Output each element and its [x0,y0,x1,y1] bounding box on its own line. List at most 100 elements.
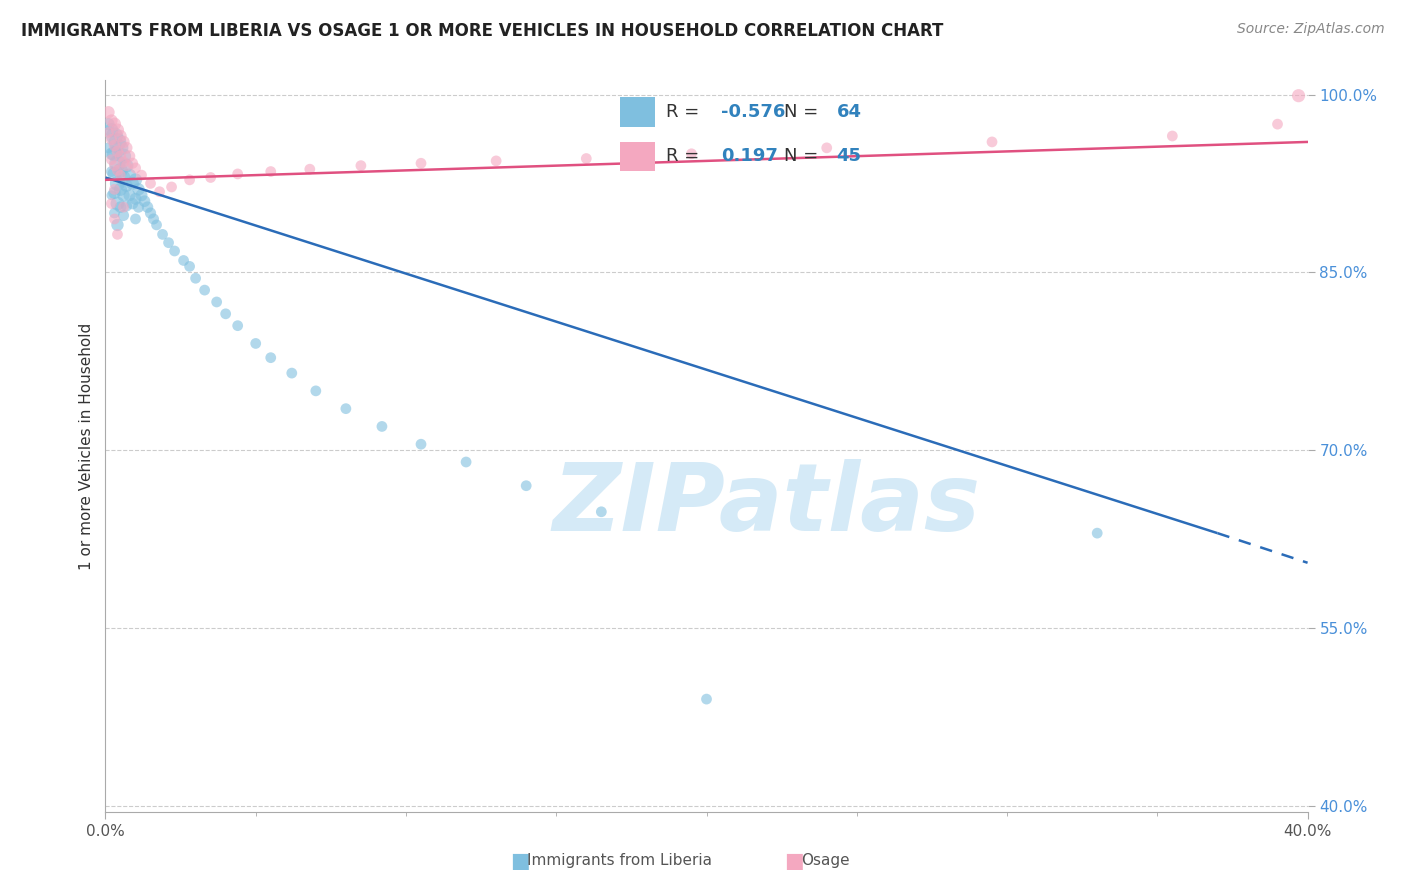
Point [112,149,135,163]
Point [107,123,129,137]
Point [128,182,150,196]
Point [1161,128,1184,143]
Point [298,162,321,177]
Point [981,135,1004,149]
Point [121,177,143,191]
Point [107,177,129,191]
Y-axis label: 1 or more Vehicles in Household: 1 or more Vehicles in Household [79,322,94,570]
Point [97,117,120,131]
Text: ■: ■ [785,851,804,871]
Point [110,182,132,196]
Point [1085,526,1108,541]
Point [124,161,146,175]
Point [575,152,598,166]
Point [245,336,267,351]
Point [179,173,201,187]
Point [100,123,122,137]
Point [515,479,537,493]
Point [103,167,125,181]
Text: N =: N = [785,103,824,121]
Point [1288,88,1310,103]
Text: R =: R = [666,147,706,165]
Point [157,235,180,250]
Point [107,156,129,170]
Point [118,168,141,182]
Point [485,153,508,168]
Point [335,401,357,416]
Point [173,253,195,268]
Text: -0.576: -0.576 [721,103,786,121]
Point [110,149,132,163]
Text: Osage: Osage [801,854,851,868]
Point [115,178,138,193]
Text: 45: 45 [837,147,862,165]
Point [124,192,146,206]
Point [1267,117,1289,131]
Point [118,149,141,163]
Point [110,141,132,155]
Point [226,318,249,333]
Point [179,260,201,274]
Point [281,366,304,380]
Point [194,283,217,297]
Point [100,113,122,128]
Point [100,164,122,178]
Text: 64: 64 [837,103,862,121]
Point [115,199,138,213]
Text: IMMIGRANTS FROM LIBERIA VS OSAGE 1 OR MORE VEHICLES IN HOUSEHOLD CORRELATION CHA: IMMIGRANTS FROM LIBERIA VS OSAGE 1 OR MO… [21,22,943,40]
Point [112,155,135,169]
Point [107,218,129,232]
Point [131,168,153,182]
Point [454,455,477,469]
Point [97,141,120,155]
Point [200,170,222,185]
Point [152,227,174,242]
Point [205,295,228,310]
Point [160,180,183,194]
Point [815,141,838,155]
Point [97,125,120,139]
Point [115,159,138,173]
Point [124,173,146,187]
Point [100,132,122,146]
Point [110,168,132,182]
Point [100,196,122,211]
Point [214,307,236,321]
Point [107,145,129,159]
Point [112,188,135,202]
Point [115,141,138,155]
Point [260,164,283,178]
Point [103,138,125,153]
Point [139,177,162,191]
Point [107,163,129,178]
Point [112,135,135,149]
Text: Source: ZipAtlas.com: Source: ZipAtlas.com [1237,22,1385,37]
Point [103,159,125,173]
Point [226,167,249,181]
Text: ZIPatlas: ZIPatlas [553,458,980,550]
Point [184,271,207,285]
Point [124,211,146,226]
Point [142,211,165,226]
Point [103,128,125,143]
Point [112,209,135,223]
Point [350,159,373,173]
Bar [620,97,655,127]
Point [121,156,143,170]
Text: N =: N = [785,147,824,165]
Point [103,117,125,131]
Point [110,163,132,178]
Point [371,419,394,434]
Point [163,244,186,258]
Point [131,188,153,202]
Text: ■: ■ [510,851,530,871]
Point [107,227,129,242]
Point [100,146,122,161]
Point [145,218,167,232]
Point [121,196,143,211]
Point [97,105,120,120]
Point [128,200,150,214]
Point [110,200,132,214]
Point [110,128,132,143]
Point [591,505,613,519]
